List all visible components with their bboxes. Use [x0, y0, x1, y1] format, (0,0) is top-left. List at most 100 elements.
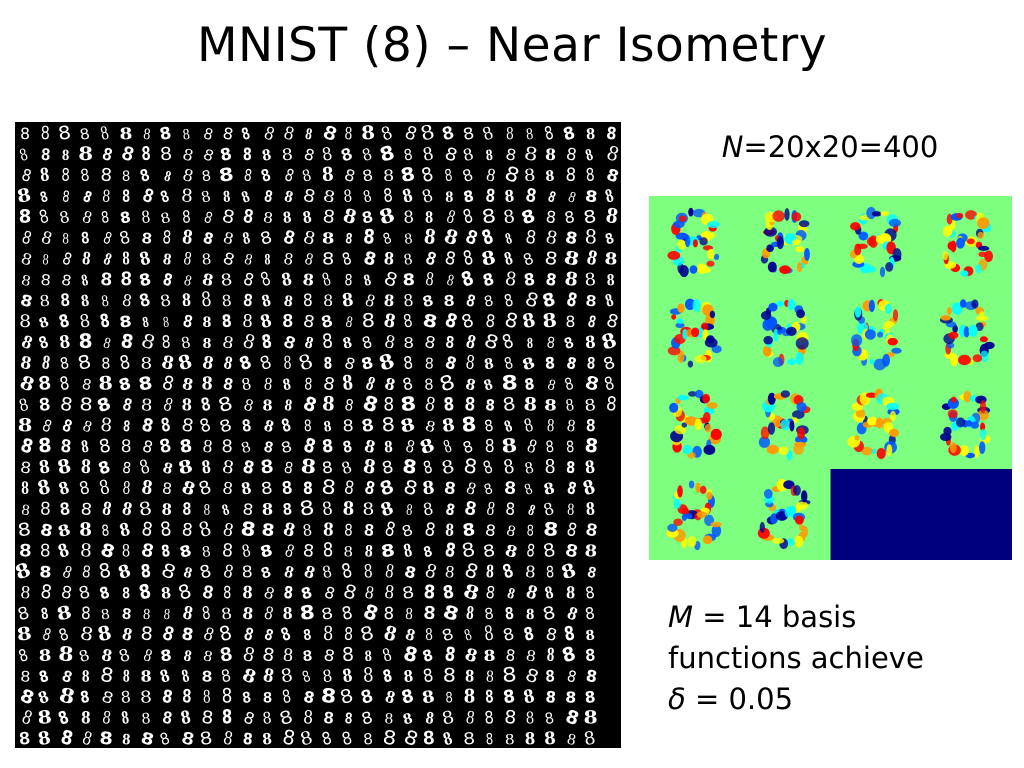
basis-blob — [948, 331, 959, 339]
digit-sample: 8 — [41, 625, 53, 645]
digit-sample: 8 — [443, 248, 457, 270]
digit-sample: 8 — [321, 458, 334, 477]
digit-sample: 8 — [321, 187, 336, 207]
digit-sample: 8 — [38, 188, 49, 206]
digit-sample: 8 — [79, 500, 93, 520]
digit-sample: 8 — [302, 209, 313, 228]
digit-sample: 8 — [421, 664, 435, 686]
digit-sample: 8 — [282, 165, 296, 187]
digit-sample: 8 — [139, 329, 159, 355]
digit-sample: 8 — [486, 668, 494, 686]
digit-sample: 8 — [39, 563, 52, 581]
digit-sample: 8 — [99, 729, 113, 748]
digit-sample: 8 — [486, 560, 495, 582]
digit-sample: 8 — [323, 519, 334, 541]
digit-sample: 8 — [583, 706, 598, 728]
digit-sample: 8 — [402, 352, 414, 373]
digit-sample: 8 — [282, 540, 297, 562]
digit-sample: 8 — [322, 250, 335, 269]
digit-sample: 8 — [282, 561, 296, 582]
digit-sample: 8 — [321, 435, 334, 457]
digit-sample: 8 — [565, 479, 578, 500]
digit-sample: 8 — [57, 207, 71, 227]
digit-sample: 8 — [380, 643, 394, 666]
digit-sample: 8 — [341, 333, 354, 353]
digit-sample: 8 — [243, 167, 253, 186]
basis-blob — [767, 261, 777, 273]
digit-sample: 8 — [17, 393, 31, 415]
digit-sample: 8 — [304, 417, 312, 436]
basis-blob — [711, 345, 722, 354]
basis-blob — [706, 402, 718, 409]
digit-sample: 8 — [81, 416, 95, 437]
digit-sample: 8 — [37, 668, 51, 687]
digit-sample: 8 — [242, 290, 253, 311]
basis-blob — [766, 244, 774, 252]
digit-sample: 8 — [566, 459, 576, 478]
digit-sample: 8 — [401, 374, 415, 395]
digit-sample: 8 — [161, 686, 175, 708]
digit-sample: 8 — [259, 564, 273, 582]
digit-sample: 8 — [322, 374, 337, 395]
digit-sample: 8 — [504, 268, 518, 291]
digit-sample: 8 — [342, 499, 354, 520]
m-caption-line-1-text: = 14 basis — [693, 600, 857, 634]
digit-sample: 8 — [240, 540, 252, 561]
digit-sample: 8 — [258, 267, 273, 291]
digit-sample: 8 — [485, 687, 494, 708]
m-caption-line-3: δ = 0.05 — [668, 679, 1008, 720]
digit-sample: 8 — [523, 458, 535, 478]
digit-sample: 8 — [423, 394, 437, 417]
digit-sample: 8 — [562, 334, 576, 353]
digit-sample: 8 — [262, 208, 273, 226]
digit-sample: 8 — [159, 413, 171, 436]
m-variable: M — [668, 600, 694, 634]
digit-sample: 8 — [504, 479, 517, 499]
digit-sample: 8 — [20, 271, 32, 290]
digit-sample: 8 — [500, 433, 518, 457]
basis-blob — [796, 309, 805, 319]
digit-sample: 8 — [461, 412, 478, 436]
digit-sample: 8 — [58, 331, 71, 353]
digit-sample: 8 — [527, 521, 534, 539]
digit-sample: 8 — [566, 582, 575, 602]
digit-sample: 8 — [482, 375, 495, 394]
digit-sample: 8 — [101, 228, 114, 249]
digit-sample: 8 — [483, 292, 495, 310]
digit-sample: 8 — [119, 142, 136, 166]
digit-sample: 8 — [295, 349, 316, 375]
digit-sample: 8 — [323, 291, 333, 310]
digit-sample: 8 — [441, 435, 454, 458]
digit-sample: 8 — [140, 477, 154, 500]
digit-sample: 8 — [36, 728, 52, 748]
digit-sample: 8 — [361, 188, 373, 207]
digit-sample: 8 — [137, 497, 154, 520]
digit-sample: 8 — [542, 539, 557, 562]
digit-sample: 8 — [363, 664, 375, 687]
digit-sample: 8 — [384, 711, 393, 727]
digit-sample: 8 — [443, 393, 455, 415]
basis-blob — [959, 445, 970, 456]
digit-sample: 8 — [525, 184, 538, 207]
digit-sample: 8 — [243, 251, 255, 270]
digit-sample: 8 — [340, 603, 354, 625]
digit-sample: 8 — [420, 185, 435, 208]
digit-sample: 8 — [80, 455, 91, 478]
digit-sample: 8 — [240, 478, 253, 500]
digit-sample: 8 — [502, 206, 517, 228]
digit-sample: 8 — [80, 538, 92, 561]
digit-sample: 8 — [462, 626, 474, 645]
digit-sample: 8 — [98, 372, 114, 394]
digit-sample: 8 — [440, 707, 456, 729]
digit-sample: 8 — [483, 416, 495, 436]
digit-sample: 8 — [604, 230, 616, 248]
digit-sample: 8 — [39, 291, 51, 310]
digit-sample: 8 — [302, 562, 318, 584]
digit-sample: 8 — [241, 415, 252, 436]
digit-sample: 8 — [55, 454, 73, 479]
digit-sample: 8 — [302, 648, 313, 665]
digit-sample: 8 — [202, 436, 214, 458]
digit-sample: 8 — [423, 519, 437, 541]
basis-blob — [706, 260, 715, 267]
digit-sample: 8 — [421, 310, 439, 333]
